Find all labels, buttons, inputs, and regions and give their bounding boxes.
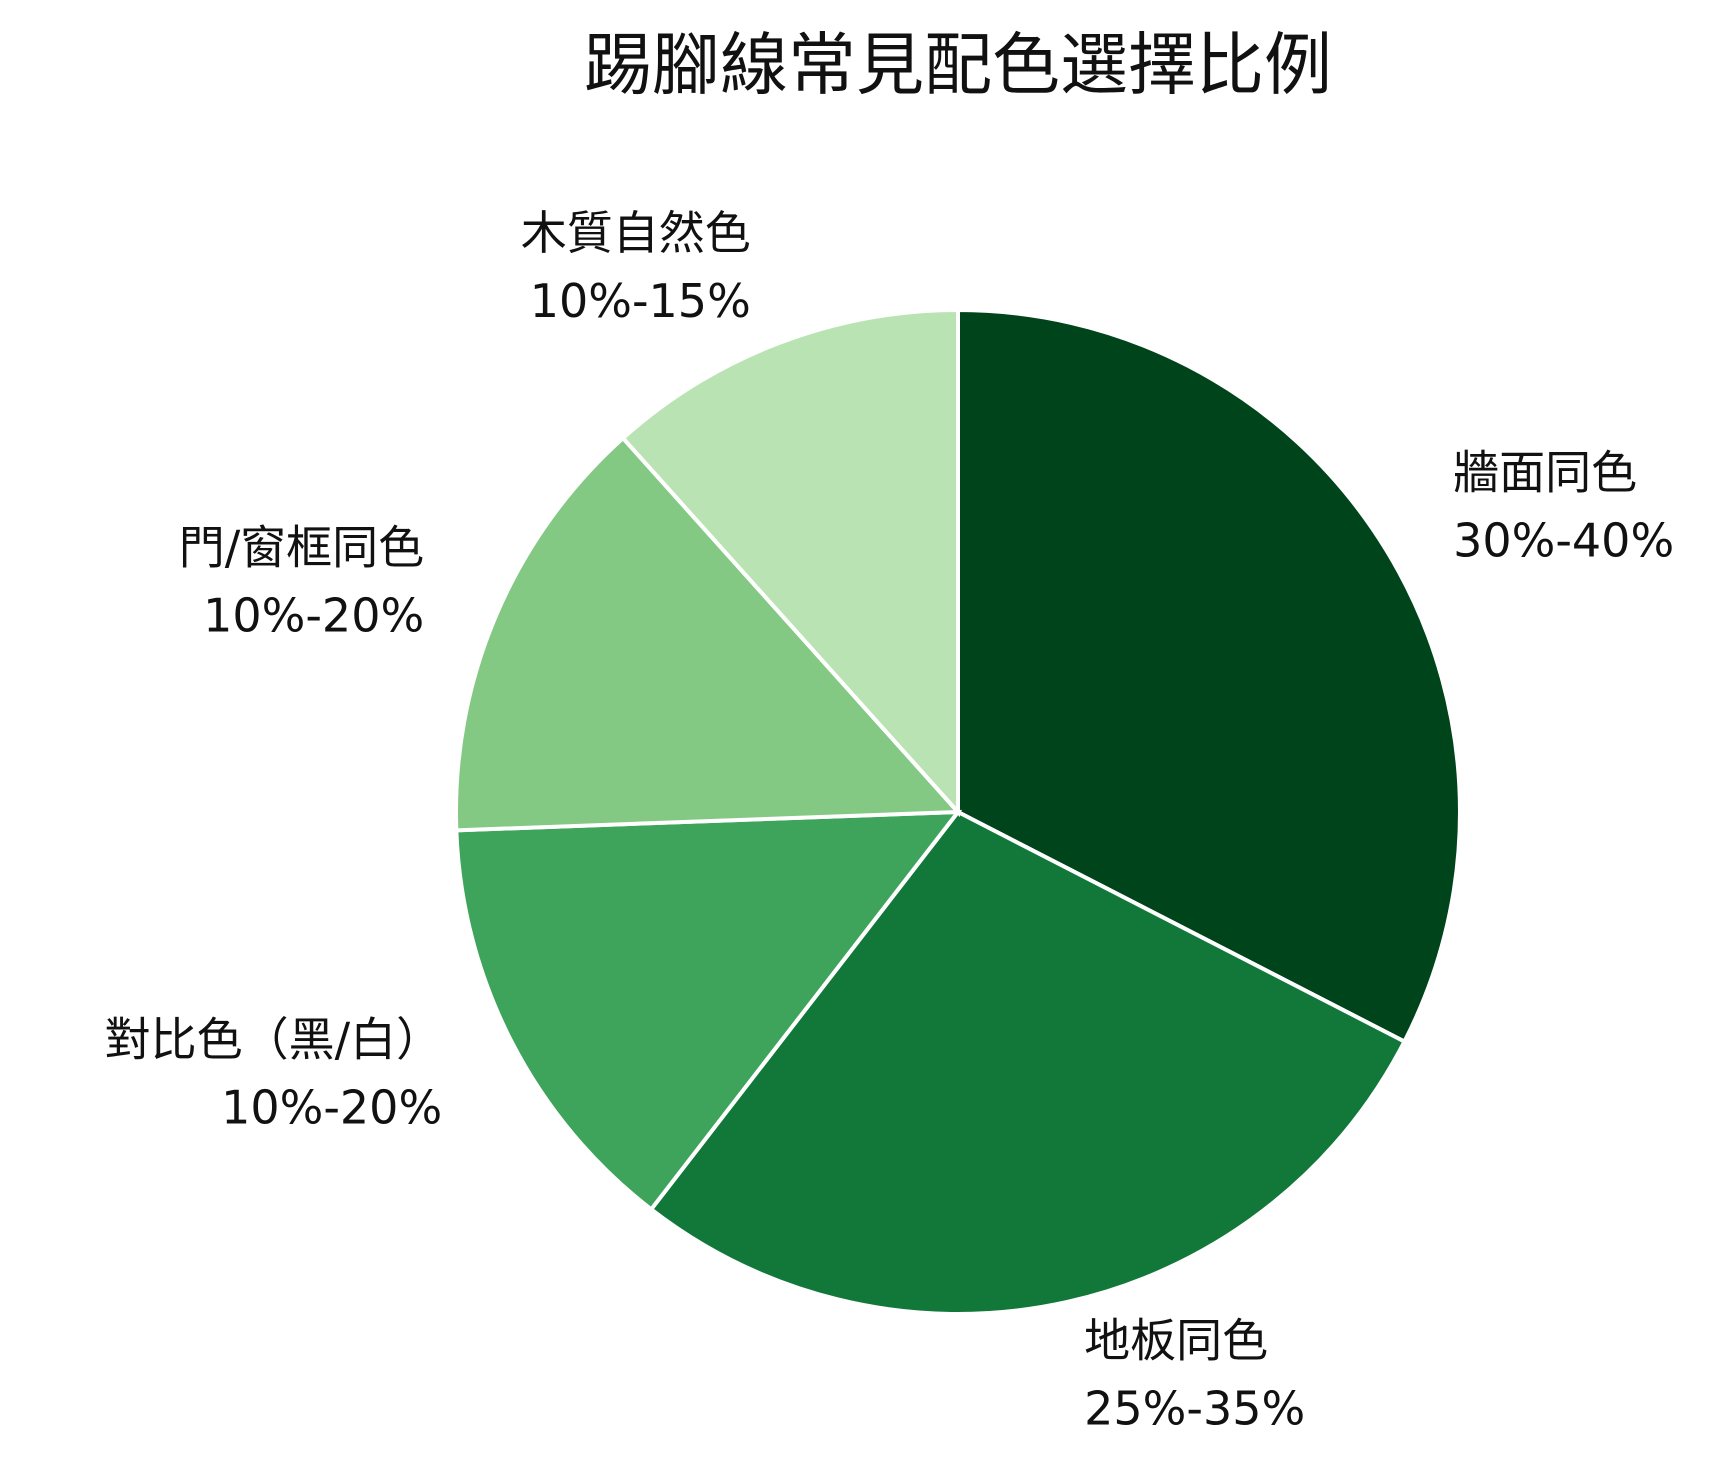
pie-slice <box>454 809 963 1213</box>
chart-title: 踢腳線常見配色選擇比例 <box>584 27 1332 106</box>
pie-slice <box>620 307 960 818</box>
slice-label: 木質自然色 <box>521 206 751 260</box>
value-label: 10%-15% <box>530 274 751 328</box>
value-label: 10%-20% <box>221 1081 442 1135</box>
slice-label: 地板同色 <box>1084 1314 1268 1368</box>
slice-label: 牆面同色 <box>1453 445 1637 499</box>
slice-label: 對比色（黑/白） <box>105 1013 443 1067</box>
pie-slice <box>648 809 1408 1317</box>
pie-slice <box>454 435 963 833</box>
value-label: 25%-35% <box>1084 1382 1305 1436</box>
slice-label: 門/窗框同色 <box>179 521 425 575</box>
pie-slice <box>956 307 1463 1045</box>
value-label: 30%-40% <box>1453 513 1674 567</box>
value-label: 10%-20% <box>203 589 424 643</box>
